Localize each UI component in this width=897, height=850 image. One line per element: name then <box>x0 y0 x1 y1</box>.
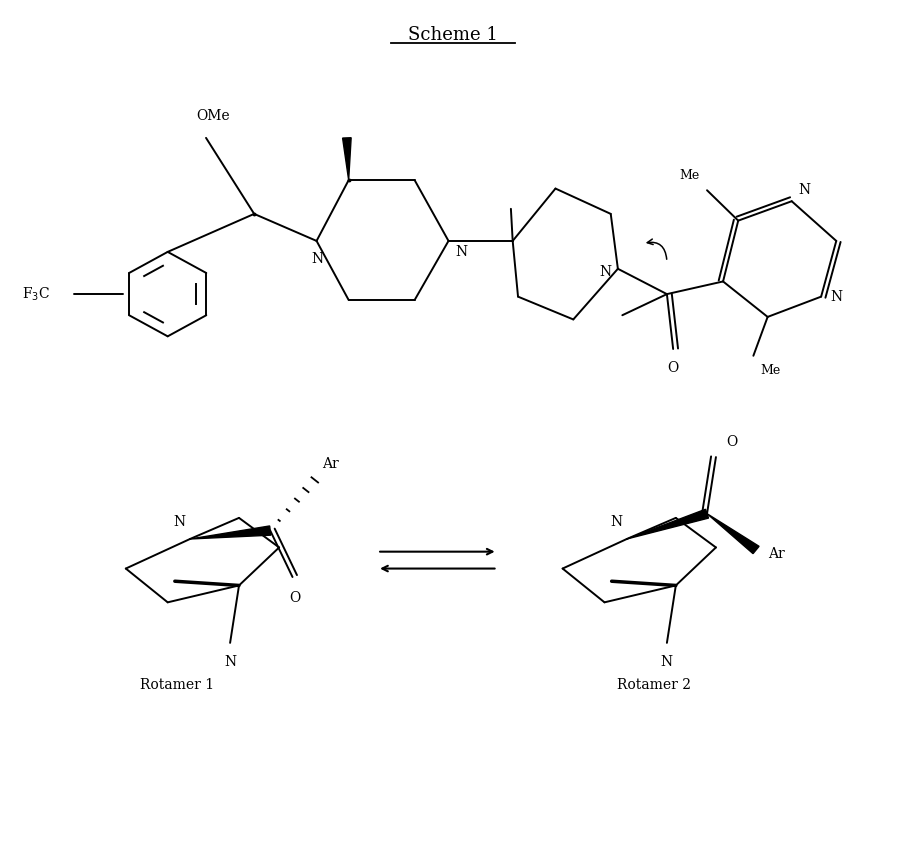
Text: O: O <box>667 360 679 375</box>
Text: N: N <box>610 515 623 529</box>
Text: N: N <box>456 245 467 259</box>
Polygon shape <box>343 138 351 180</box>
Text: Scheme 1: Scheme 1 <box>408 26 498 44</box>
Polygon shape <box>627 509 709 539</box>
Text: N: N <box>173 515 186 529</box>
Text: N: N <box>224 654 236 669</box>
Polygon shape <box>707 513 759 553</box>
Text: Rotamer 1: Rotamer 1 <box>140 678 213 693</box>
Text: N: N <box>799 183 811 197</box>
Text: N: N <box>661 654 673 669</box>
Text: N: N <box>599 265 612 279</box>
Text: O: O <box>290 591 300 604</box>
Text: Me: Me <box>761 364 780 377</box>
Text: F$_3$C: F$_3$C <box>22 286 50 303</box>
Text: OMe: OMe <box>196 109 230 122</box>
Polygon shape <box>190 526 271 539</box>
Text: N: N <box>311 252 324 266</box>
Text: N: N <box>830 290 842 303</box>
Text: O: O <box>727 434 738 449</box>
Text: Ar: Ar <box>769 547 785 561</box>
Text: Me: Me <box>680 169 700 182</box>
Text: Ar: Ar <box>322 457 339 472</box>
Text: Rotamer 2: Rotamer 2 <box>616 678 691 693</box>
